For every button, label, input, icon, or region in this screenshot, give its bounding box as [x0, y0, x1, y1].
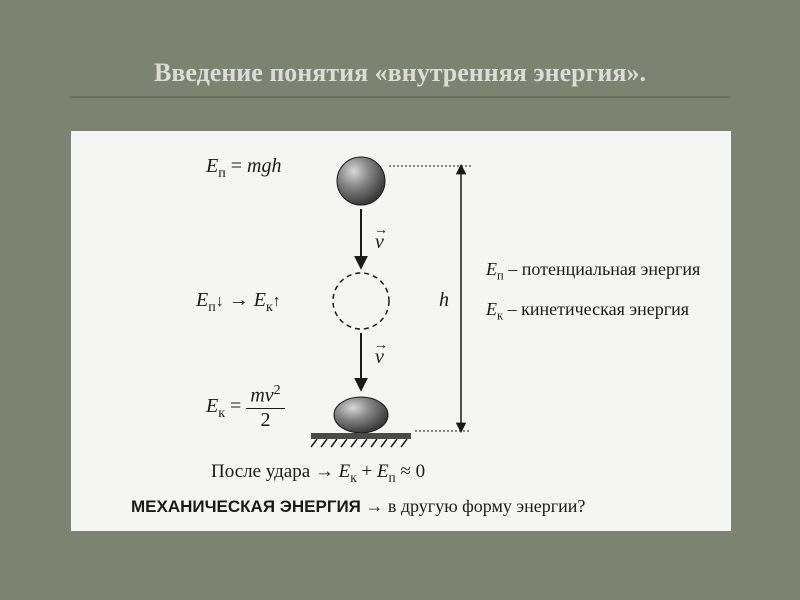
after-hit: После удара → Eк + Eп ≈ 0: [211, 461, 425, 486]
ep-formula: Eп = mgh: [206, 155, 281, 182]
energy-transfer: Eп↓ → Eк↑: [196, 289, 281, 316]
diagram-inner: Eп = mgh v → Eп↓ → Eк↑ v →: [71, 131, 731, 531]
legend-ek: Eк – кинетическая энергия: [486, 299, 689, 324]
slide: Введение понятия «внутренняя энергия». E…: [0, 0, 800, 600]
v-vector-top: v →: [375, 231, 384, 254]
diagram-box: Eп = mgh v → Eп↓ → Eк↑ v →: [70, 130, 732, 532]
question-line: МЕХАНИЧЕСКАЯ ЭНЕРГИЯ → в другую форму эн…: [131, 496, 585, 517]
slide-title: Введение понятия «внутренняя энергия».: [0, 58, 800, 88]
legend-ep: Eп – потенциальная энергия: [486, 259, 700, 284]
ek-formula: Eк = mv2 2: [206, 383, 285, 432]
title-underline: [70, 96, 730, 98]
h-label: h: [439, 289, 449, 312]
v-vector-bottom: v →: [375, 346, 384, 369]
